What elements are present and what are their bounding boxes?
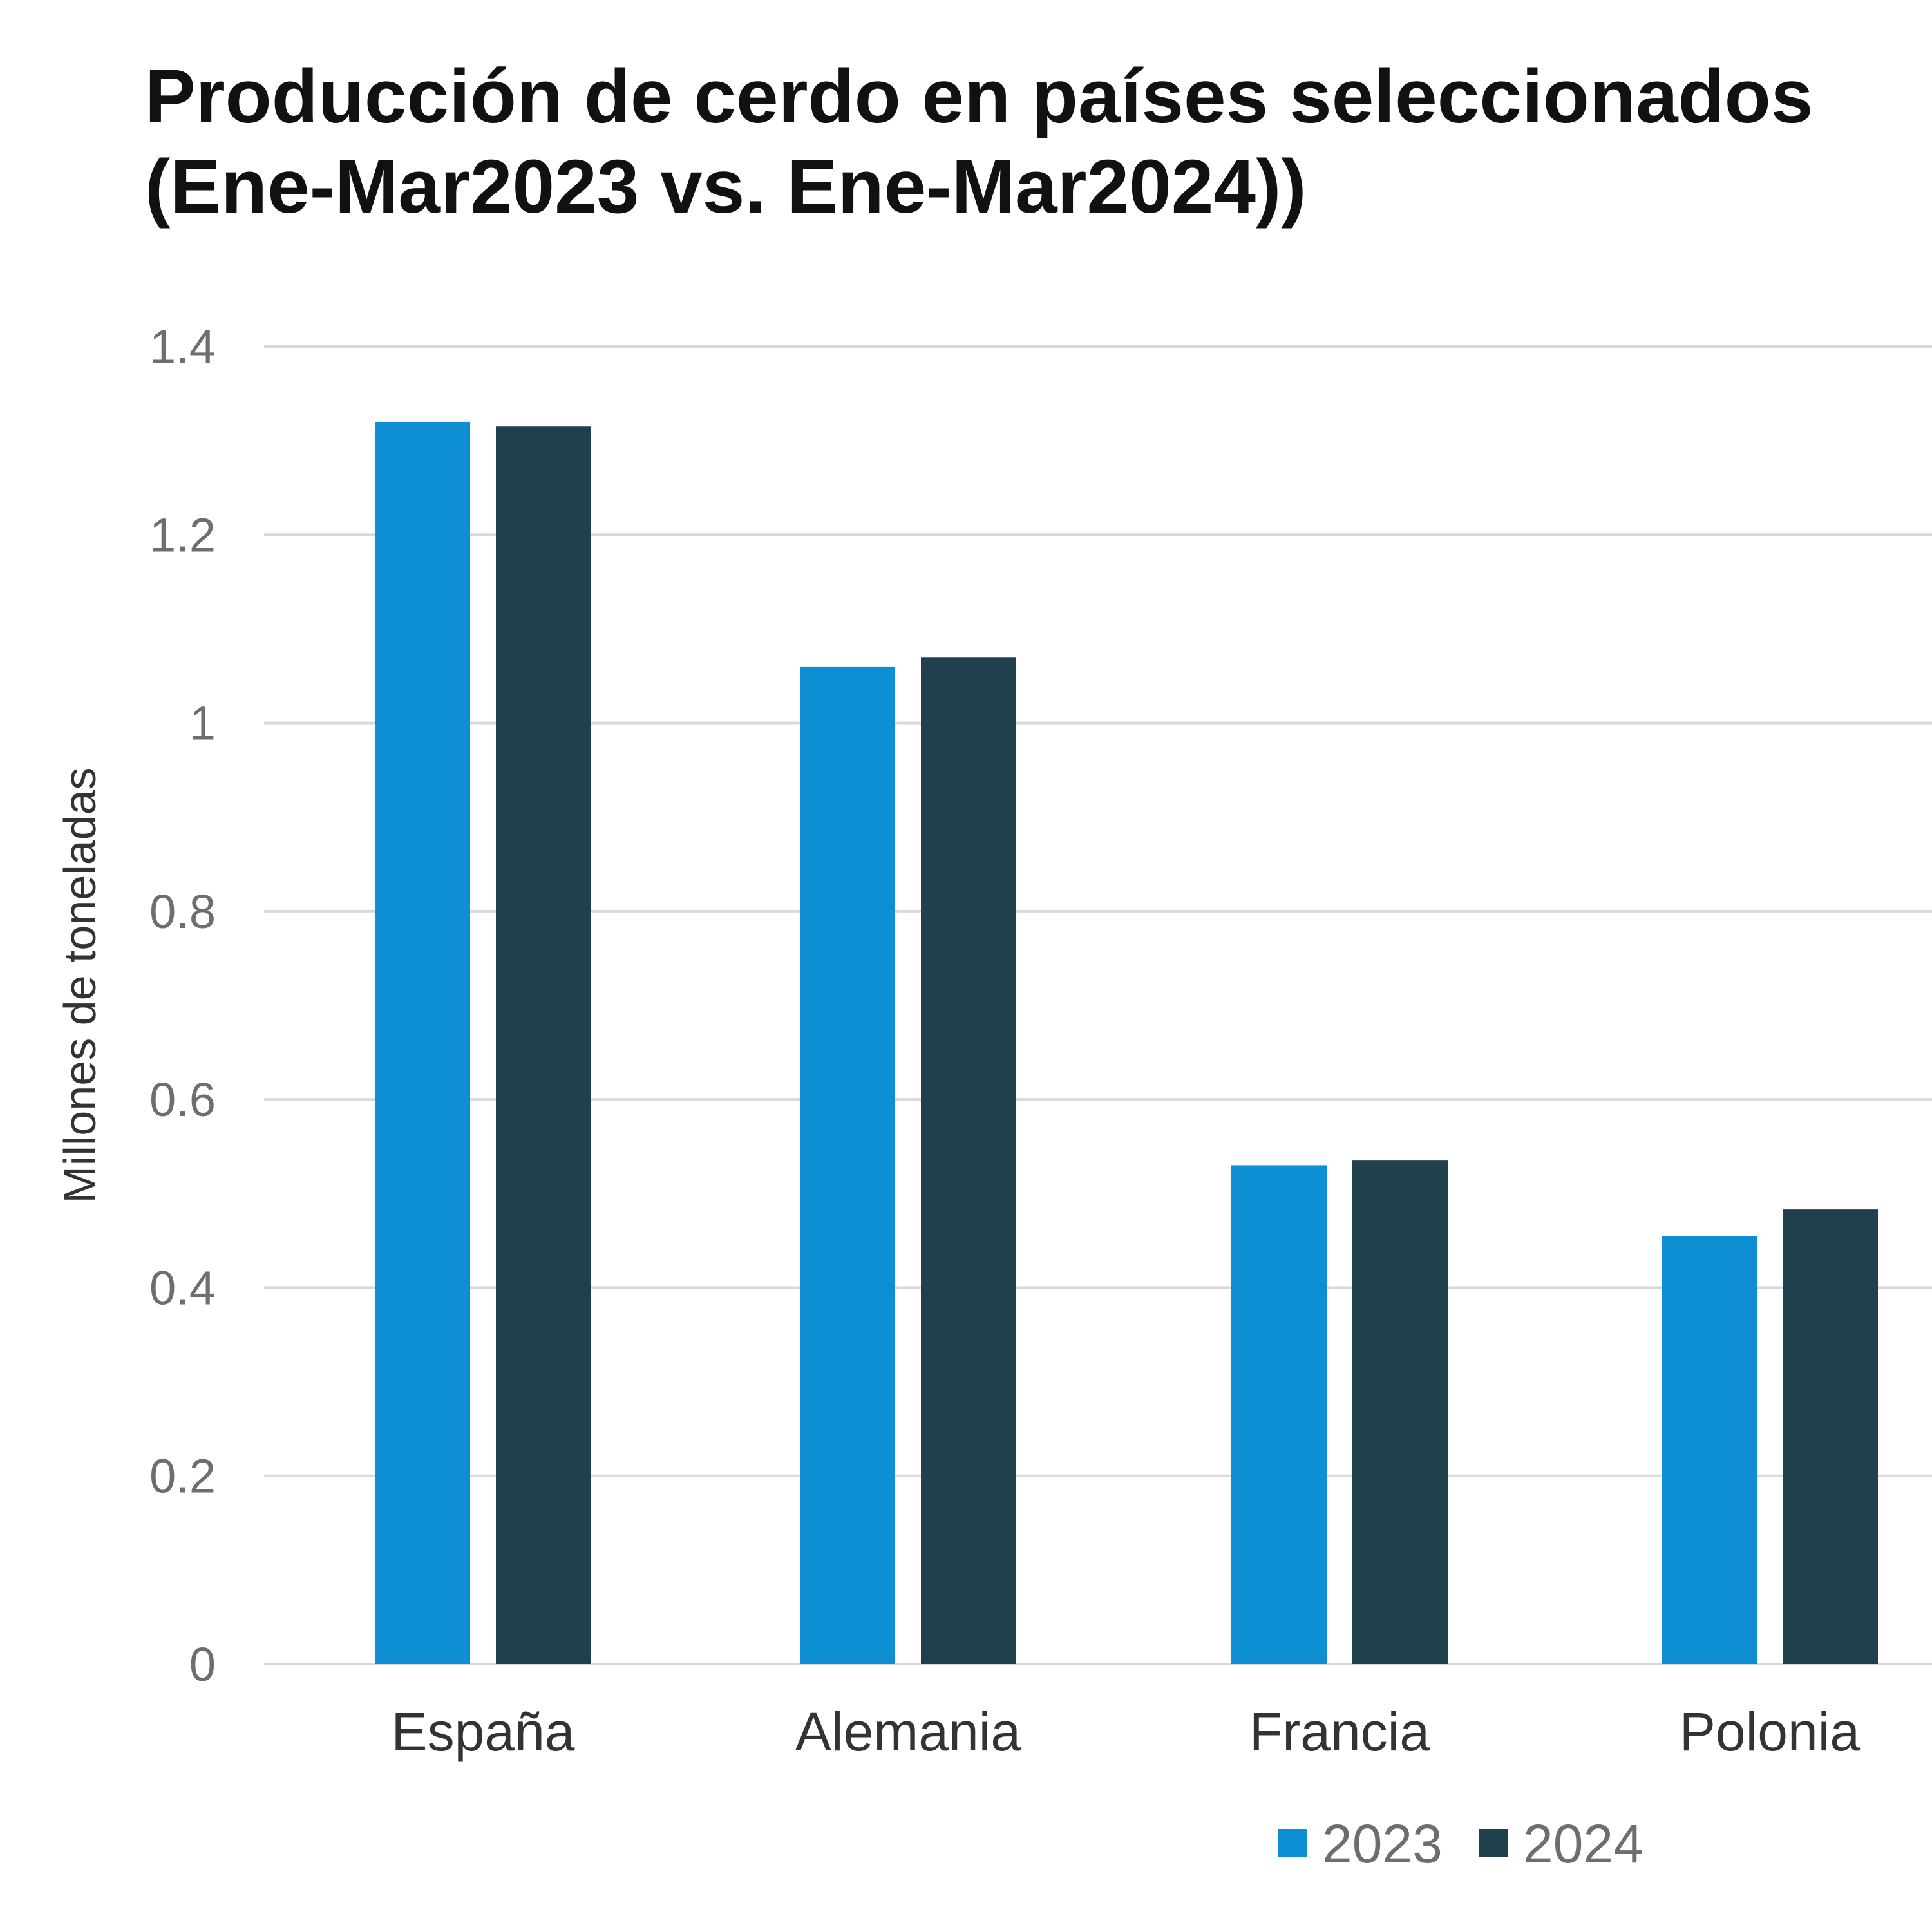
chart-title-line-2: (Ene-Mar2023 vs. Ene-Mar2024)) [145, 144, 1307, 229]
legend-swatch-2023 [1278, 1829, 1307, 1857]
x-category-label: Francia [1249, 1701, 1430, 1762]
y-axis-tick-labels: 0 0.2 0.4 0.6 0.8 1 1.2 1.4 [149, 320, 216, 1691]
legend-label-2023: 2023 [1322, 1814, 1443, 1874]
legend: 2023 2024 [1278, 1814, 1643, 1874]
y-tick-label: 1.2 [149, 508, 216, 562]
bars [375, 421, 1878, 1664]
x-category-label: Polonia [1680, 1701, 1861, 1762]
y-tick-label: 0.8 [149, 885, 216, 938]
chart-title-line-1: Producción de cerdo en países selecciona… [145, 54, 1814, 139]
y-tick-label: 0.2 [149, 1450, 216, 1503]
y-axis-title: Millones de toneladas [55, 767, 105, 1203]
bar-2023-Alemania [800, 666, 895, 1664]
legend-label-2024: 2024 [1523, 1814, 1643, 1874]
chart-title: Producción de cerdo en países selecciona… [145, 52, 1932, 232]
bar-2024-España [496, 426, 591, 1664]
y-tick-label: 1 [189, 697, 216, 750]
y-tick-label: 1.4 [149, 320, 216, 374]
y-tick-label: 0.6 [149, 1073, 216, 1126]
bar-2024-Francia [1352, 1160, 1448, 1664]
bar-2024-Alemania [921, 657, 1016, 1664]
bar-2024-Polonia [1783, 1209, 1878, 1664]
legend-swatch-2024 [1479, 1829, 1508, 1857]
y-tick-label: 0 [189, 1638, 216, 1691]
bar-2023-Polonia [1662, 1236, 1757, 1664]
y-tick-label: 0.4 [149, 1261, 216, 1314]
x-category-label: España [392, 1701, 575, 1762]
x-category-label: Alemania [795, 1701, 1021, 1762]
x-axis-category-labels: España Alemania Francia Polonia [392, 1701, 1861, 1762]
bar-2023-España [375, 421, 470, 1664]
bar-2023-Francia [1231, 1165, 1327, 1664]
